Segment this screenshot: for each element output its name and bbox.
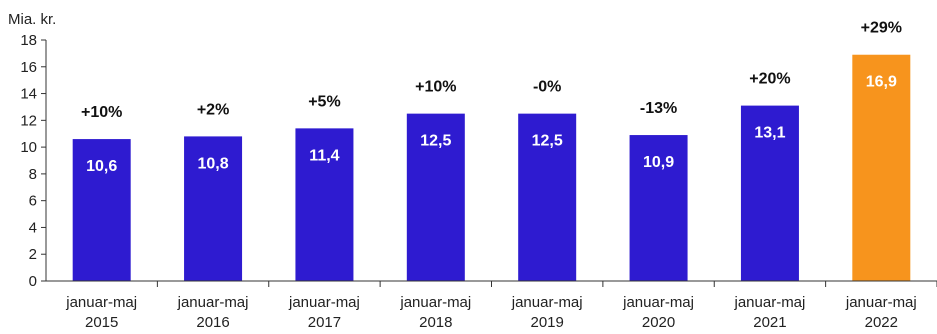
change-label: +2% [197,101,229,118]
bar-value-label: 10,9 [643,154,674,171]
y-tick-label: 16 [20,59,37,76]
x-tick-label-line2: 2021 [753,314,786,331]
y-tick-label: 10 [20,139,37,156]
y-tick-label: 0 [29,273,37,290]
y-axis-unit-label: Mia. kr. [8,11,56,28]
x-tick-label-line1: januar-maj [65,294,137,311]
bar-value-label: 10,8 [197,155,228,172]
change-label: +10% [415,79,456,96]
x-tick-label-line2: 2016 [196,314,229,331]
bar-value-label: 11,4 [309,147,339,164]
bar [518,113,577,281]
x-tick-label-line2: 2015 [85,314,118,331]
change-label: +29% [861,20,902,37]
y-axis: 0 2 4 6 8 10 12 14 16 18 [20,32,47,290]
bar-value-label: 13,1 [754,125,785,142]
bar-value-label: 16,9 [866,74,897,91]
change-label: -13% [640,100,677,117]
x-tick-label-line1: januar-maj [622,294,694,311]
bars: 10,6 +10% 10,8 +2% 11,4 +5% 12,5 +10% 12,5 -0% 10,… [72,20,911,281]
x-tick-label-line1: januar-maj [734,294,806,311]
y-tick-label: 18 [20,32,37,49]
change-label: -0% [533,79,561,96]
y-tick-label: 8 [29,166,37,183]
x-tick-label-line1: januar-maj [511,294,583,311]
x-tick-label-line1: januar-maj [177,294,249,311]
bar [184,136,243,281]
x-tick-label-line1: januar-maj [399,294,471,311]
x-tick-label-line2: 2020 [642,314,675,331]
change-label: +20% [749,71,790,88]
bar-value-label: 12,5 [420,133,451,150]
y-tick-label: 14 [20,86,37,103]
y-tick-label: 2 [29,246,37,263]
bar [629,135,688,281]
change-label: +10% [81,104,122,121]
bar [852,54,911,281]
bar-value-label: 12,5 [532,133,563,150]
x-tick-label-line2: 2017 [308,314,341,331]
change-label: +5% [308,93,340,110]
bar [295,128,354,281]
x-tick-label-line2: 2018 [419,314,452,331]
y-tick-label: 12 [20,112,37,129]
x-tick-label-line1: januar-maj [288,294,360,311]
x-tick-label-line2: 2022 [865,314,898,331]
bar [740,105,799,281]
bar [72,139,131,281]
y-tick-label: 4 [29,219,37,236]
x-axis: januar-maj 2015 januar-maj 2016 januar-maj 20… [46,280,937,331]
bar-value-label: 10,6 [86,158,117,175]
y-tick-label: 6 [29,193,37,210]
bar [406,113,465,281]
x-tick-label-line1: januar-maj [845,294,917,311]
x-tick-label-line2: 2019 [531,314,564,331]
